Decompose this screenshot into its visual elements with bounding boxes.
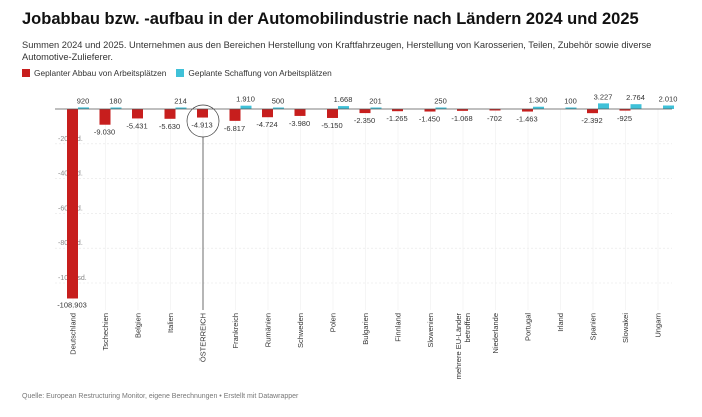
data-label-abbau: -108.903 xyxy=(57,300,87,309)
x-tick-label: Deutschland xyxy=(69,313,78,355)
bar-abbau xyxy=(197,109,208,118)
legend-label: Geplanter Abbau von Arbeitsplätzen xyxy=(34,68,167,78)
x-tick-label: betroffen xyxy=(463,313,472,342)
bar-schaffung xyxy=(598,103,609,109)
data-label-abbau: -5.630 xyxy=(159,122,180,131)
bar-abbau xyxy=(392,109,403,112)
bar-schaffung xyxy=(273,107,284,109)
data-label-abbau: -9.030 xyxy=(94,128,115,137)
x-tick-label: mehrere EU-Länder xyxy=(454,312,463,379)
x-tick-label: Ungarn xyxy=(654,313,663,338)
bar-abbau xyxy=(457,109,468,111)
data-label-schaffung: 920 xyxy=(77,96,90,105)
data-label-schaffung: 1.668 xyxy=(334,95,353,104)
bar-abbau xyxy=(67,109,78,299)
data-label-abbau: -5.150 xyxy=(321,121,342,130)
legend-swatch xyxy=(22,69,30,77)
chart-subtitle: Summen 2024 und 2025. Unternehmen aus de… xyxy=(22,40,652,62)
legend-label: Geplante Schaffung von Arbeitsplätzen xyxy=(188,68,332,78)
data-label-schaffung: 214 xyxy=(174,97,187,106)
data-label-abbau: -4.724 xyxy=(256,120,277,129)
bar-schaffung xyxy=(78,107,89,109)
x-tick-label: Polen xyxy=(329,313,338,332)
bar-schaffung xyxy=(663,105,674,109)
bar-abbau xyxy=(619,109,631,111)
x-tick-label: ÖSTERREICH xyxy=(199,313,208,362)
legend-item-schaffung: Geplante Schaffung von Arbeitsplätzen xyxy=(176,68,332,78)
x-tick-label: Spanien xyxy=(589,313,598,341)
bar-abbau xyxy=(327,109,338,118)
bar-abbau xyxy=(587,109,598,114)
data-label-abbau: -6.817 xyxy=(224,124,245,133)
x-tick-label: Belgien xyxy=(134,313,143,338)
data-label-schaffung: 1.910 xyxy=(236,95,255,104)
data-label-schaffung: 3.227 xyxy=(594,92,613,101)
data-label-abbau: -3.980 xyxy=(289,119,310,128)
x-tick-label: Niederlande xyxy=(491,313,500,353)
data-label-schaffung: 100 xyxy=(564,97,577,106)
data-label-abbau: -925 xyxy=(617,114,632,123)
bar-schaffung xyxy=(630,104,642,109)
bar-abbau xyxy=(294,109,306,116)
x-tick-label: Slowakei xyxy=(621,313,630,343)
bar-schaffung xyxy=(435,107,447,109)
x-tick-label: Rumänien xyxy=(264,313,273,347)
data-label-abbau: -1.450 xyxy=(419,115,440,124)
legend-swatch xyxy=(176,69,185,77)
data-label-abbau: -2.350 xyxy=(354,116,375,125)
x-tick-label: Bulgarien xyxy=(361,313,370,345)
data-label-abbau: -5.431 xyxy=(126,121,147,130)
bar-abbau xyxy=(164,109,176,119)
legend-item-abbau: Geplanter Abbau von Arbeitsplätzen xyxy=(22,68,166,78)
bar-schaffung xyxy=(370,107,382,109)
x-tick-label: Tschechien xyxy=(101,313,110,351)
x-tick-label: Slowenien xyxy=(426,313,435,348)
chart-title: Jobabbau bzw. -aufbau in der Automobilin… xyxy=(22,10,639,28)
bar-abbau xyxy=(99,109,111,125)
data-label-schaffung: 2.010 xyxy=(659,95,678,104)
data-label-schaffung: 180 xyxy=(109,97,122,106)
data-label-abbau: -1.068 xyxy=(451,114,472,123)
bar-abbau xyxy=(359,109,371,114)
bar-abbau xyxy=(132,109,143,119)
x-tick-label: Italien xyxy=(166,313,175,333)
data-label-schaffung: 1.300 xyxy=(529,96,548,105)
bar-schaffung xyxy=(338,106,349,109)
x-tick-label: Schweden xyxy=(296,313,305,348)
x-tick-label: Finnland xyxy=(394,313,403,342)
bar-schaffung xyxy=(533,106,544,109)
x-tick-label: Frankreich xyxy=(231,313,240,348)
bar-schaffung xyxy=(240,105,252,109)
data-label-abbau: -4.913 xyxy=(191,121,212,130)
x-tick-label: Irland xyxy=(556,313,565,332)
bar-schaffung xyxy=(110,107,122,109)
data-label-abbau: -2.392 xyxy=(581,116,602,125)
bar-schaffung xyxy=(175,107,187,109)
data-label-abbau: -1.463 xyxy=(516,115,537,124)
bar-abbau xyxy=(489,109,501,111)
bar-abbau xyxy=(229,109,241,121)
data-label-schaffung: 500 xyxy=(272,97,285,106)
data-label-schaffung: 250 xyxy=(434,97,447,106)
x-tick-label: Portugal xyxy=(524,313,533,341)
data-label-schaffung: 2.764 xyxy=(626,93,645,102)
data-label-abbau: -702 xyxy=(487,114,502,123)
bar-abbau xyxy=(522,109,533,112)
bar-schaffung xyxy=(565,107,577,109)
data-label-schaffung: 201 xyxy=(369,97,382,106)
footer-source: Quelle: European Restructuring Monitor, … xyxy=(22,393,299,400)
legend: Geplanter Abbau von Arbeitsplätzen Gepla… xyxy=(22,68,332,78)
bar-abbau xyxy=(262,109,273,118)
bar-abbau xyxy=(424,109,436,112)
data-label-abbau: -1.265 xyxy=(386,114,407,123)
